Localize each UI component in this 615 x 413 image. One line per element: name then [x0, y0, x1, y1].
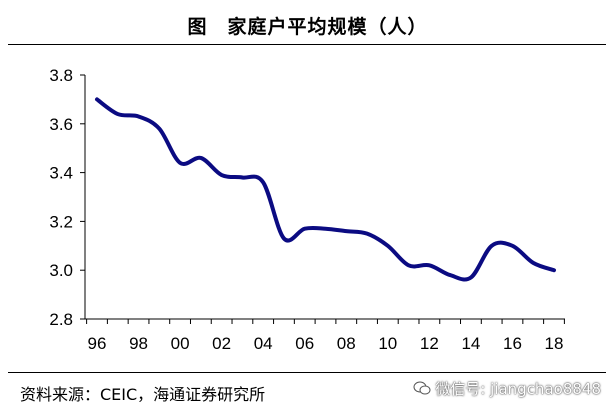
x-tick-label: 02	[212, 334, 231, 353]
top-divider	[8, 44, 606, 45]
x-tick-label: 04	[254, 334, 273, 353]
bottom-divider	[8, 372, 606, 373]
x-tick-label: 10	[378, 334, 397, 353]
title-area: 图 家庭户平均规模（人）	[0, 0, 615, 40]
watermark-text: 微信号: jiangchao8848	[435, 380, 601, 398]
x-tick-label: 00	[171, 334, 190, 353]
x-tick-label: 16	[503, 334, 522, 353]
source-note: 资料来源：CEIC，海通证券研究所	[20, 385, 266, 404]
x-tick-label: 08	[337, 334, 356, 353]
x-tick-label: 96	[88, 334, 107, 353]
x-tick-label: 98	[129, 334, 148, 353]
x-tick-label: 18	[545, 334, 564, 353]
x-tick-label: 12	[420, 334, 439, 353]
chart-title: 图 家庭户平均规模（人）	[187, 16, 428, 38]
y-tick-label: 3.2	[49, 212, 73, 231]
series-line	[95, 97, 556, 282]
y-tick-label: 2.8	[49, 310, 73, 329]
x-tick-label: 06	[295, 334, 314, 353]
axes	[84, 75, 565, 320]
y-tick-label: 3.8	[49, 66, 73, 85]
watermark: 微信号: jiangchao8848	[413, 378, 601, 399]
y-tick-label: 3.0	[49, 261, 73, 280]
x-tick-label: 14	[461, 334, 480, 353]
y-tick-label: 3.4	[49, 164, 73, 183]
x-axis-ticks: 96 98 00 02 04 06 08 10 12 14 16 18	[86, 319, 565, 353]
wechat-icon	[413, 381, 431, 395]
y-axis-ticks: 2.8 3.0 3.2 3.4 3.6 3.8	[49, 66, 85, 329]
y-tick-label: 3.6	[49, 115, 73, 134]
